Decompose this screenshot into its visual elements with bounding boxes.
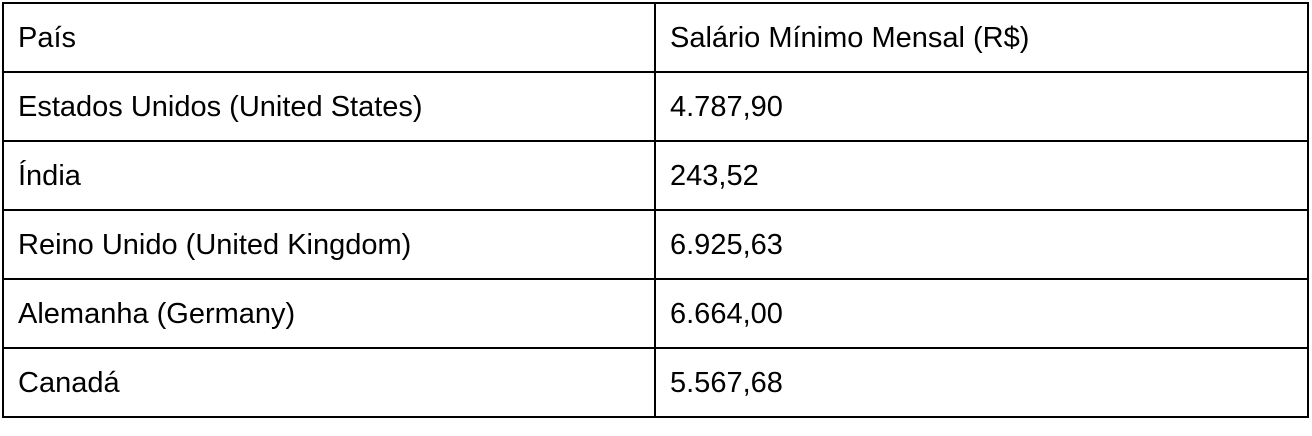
table-row: Canadá 5.567,68 xyxy=(2,347,1309,418)
table-header-row: País Salário Mínimo Mensal (R$) xyxy=(2,2,1309,73)
header-country: País xyxy=(2,2,656,73)
wage-cell: 5.567,68 xyxy=(654,347,1309,418)
wage-cell: 6.925,63 xyxy=(654,209,1309,280)
wage-cell: 6.664,00 xyxy=(654,278,1309,349)
country-cell: Índia xyxy=(2,140,656,211)
wage-cell: 4.787,90 xyxy=(654,71,1309,142)
table-row: Índia 243,52 xyxy=(2,140,1309,211)
header-minimum-wage: Salário Mínimo Mensal (R$) xyxy=(654,2,1309,73)
country-cell: Canadá xyxy=(2,347,656,418)
country-cell: Estados Unidos (United States) xyxy=(2,71,656,142)
wage-cell: 243,52 xyxy=(654,140,1309,211)
table-row: Alemanha (Germany) 6.664,00 xyxy=(2,278,1309,349)
minimum-wage-table: País Salário Mínimo Mensal (R$) Estados … xyxy=(2,2,1309,418)
table-row: Estados Unidos (United States) 4.787,90 xyxy=(2,71,1309,142)
country-cell: Reino Unido (United Kingdom) xyxy=(2,209,656,280)
table-row: Reino Unido (United Kingdom) 6.925,63 xyxy=(2,209,1309,280)
country-cell: Alemanha (Germany) xyxy=(2,278,656,349)
